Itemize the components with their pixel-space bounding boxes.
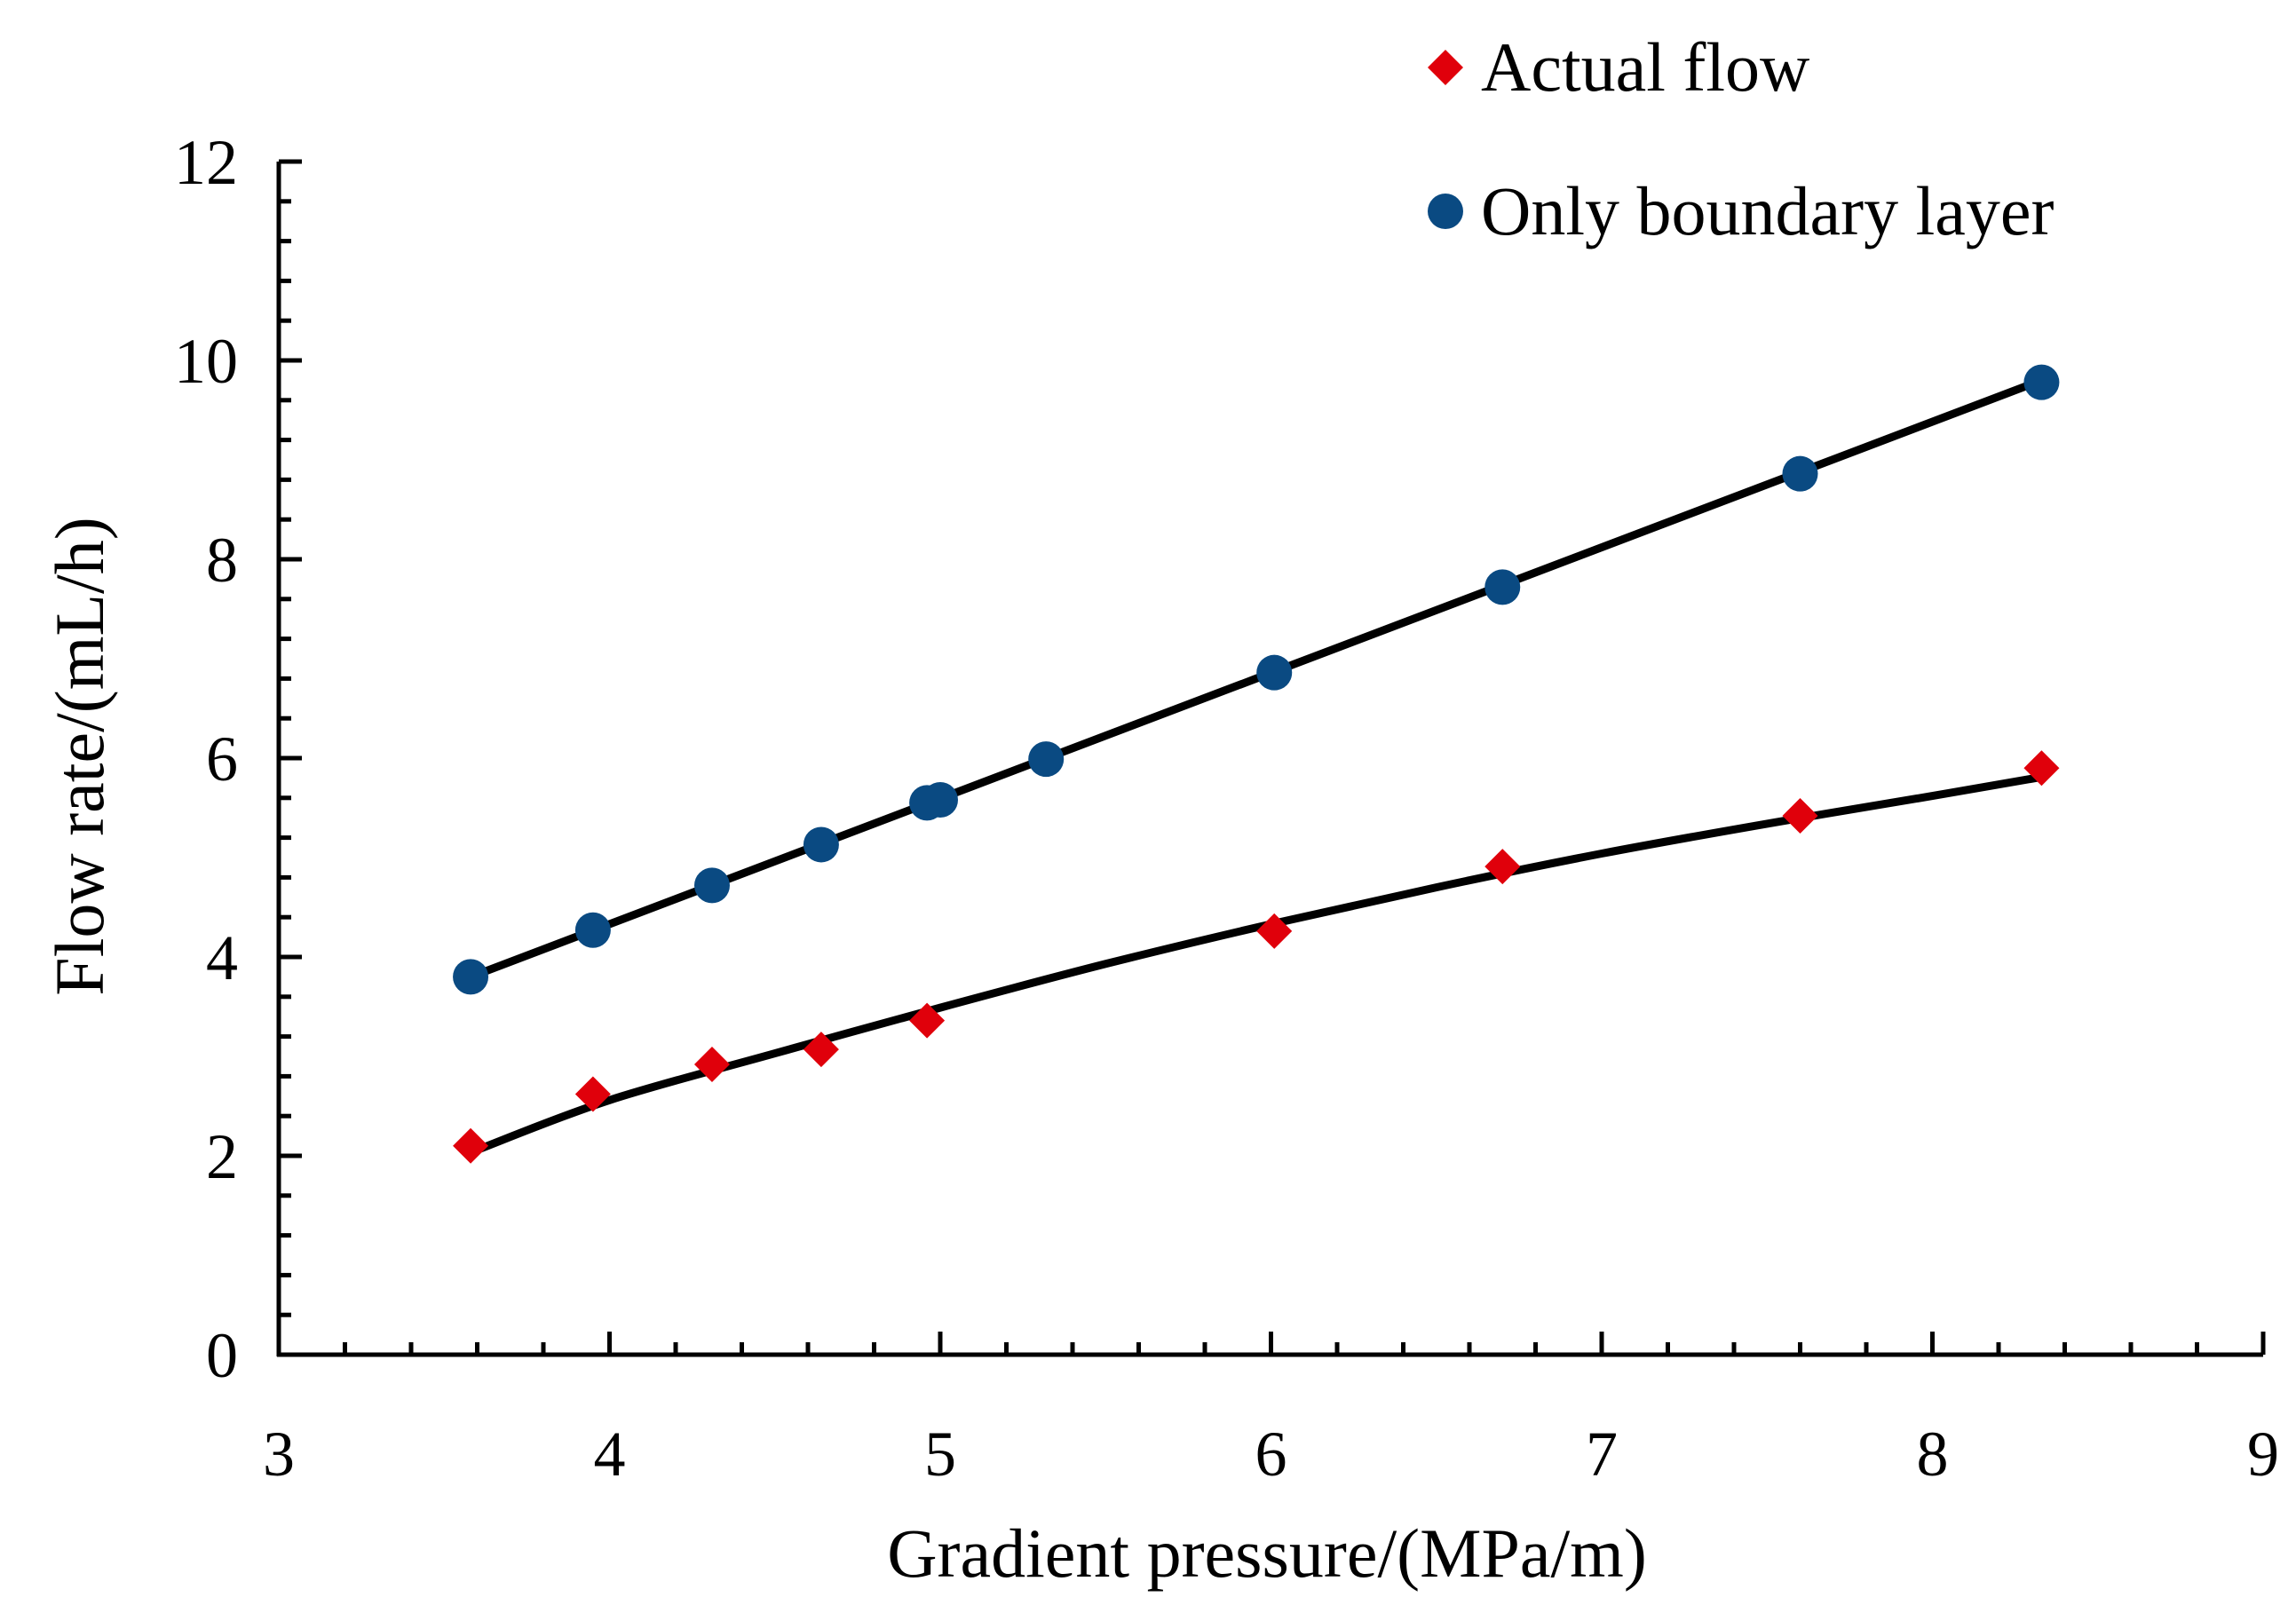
legend-marker-series-2 bbox=[1428, 194, 1463, 229]
trend-lines bbox=[466, 376, 2046, 1154]
axes: 0 2 4 6 8 10 12 3 4 5 6 7 8 9 bbox=[174, 127, 2279, 1490]
data-point-series-1 bbox=[1484, 849, 1521, 885]
y-tick-label: 0 bbox=[206, 1320, 238, 1391]
legend-label-series-1: Actual flow bbox=[1481, 28, 1809, 106]
y-tick-label: 8 bbox=[206, 525, 238, 596]
y-tick-label: 12 bbox=[174, 127, 238, 198]
y-axis-title: Flow rate/(mL/h) bbox=[41, 517, 118, 995]
legend: Actual flow Only boundary layer bbox=[1428, 28, 2055, 249]
x-tick-label: 7 bbox=[1586, 1419, 1618, 1490]
trend-line-series-1 bbox=[473, 772, 2046, 1154]
data-point-series-1 bbox=[803, 1032, 839, 1068]
y-tick-label: 6 bbox=[206, 723, 238, 795]
trend-line-series-2 bbox=[466, 376, 2046, 981]
y-tick-label: 2 bbox=[206, 1121, 238, 1192]
data-point-series-2 bbox=[922, 782, 958, 818]
legend-marker-series-1 bbox=[1428, 50, 1463, 85]
data-point-series-1 bbox=[909, 1002, 946, 1039]
x-tick-label: 6 bbox=[1255, 1419, 1287, 1490]
data-point-series-2 bbox=[453, 959, 489, 995]
y-tick-label: 4 bbox=[206, 922, 238, 993]
data-point-series-1 bbox=[574, 1076, 611, 1112]
data-point-series-2 bbox=[803, 826, 839, 863]
data-point-series-2 bbox=[1484, 569, 1521, 605]
x-tick-label: 4 bbox=[594, 1419, 626, 1490]
data-point-series-1 bbox=[2023, 750, 2060, 787]
data-point-series-2 bbox=[2023, 364, 2060, 400]
data-point-series-2 bbox=[693, 867, 730, 904]
data-point-series-2 bbox=[574, 912, 611, 948]
data-point-series-1 bbox=[1256, 913, 1293, 949]
data-point-series-1 bbox=[453, 1127, 489, 1164]
data-markers bbox=[453, 364, 2060, 1164]
x-tick-label: 3 bbox=[263, 1419, 295, 1490]
x-axis-title: Gradient pressure/(MPa/m) bbox=[887, 1514, 1647, 1592]
x-tick-label: 9 bbox=[2247, 1419, 2279, 1490]
x-tick-label: 5 bbox=[924, 1419, 956, 1490]
data-point-series-2 bbox=[1028, 741, 1065, 778]
data-point-series-1 bbox=[693, 1046, 730, 1082]
data-point-series-2 bbox=[1256, 654, 1293, 691]
y-tick-label: 10 bbox=[174, 326, 238, 397]
data-point-series-2 bbox=[1782, 455, 1818, 492]
x-tick-label: 8 bbox=[1917, 1419, 1949, 1490]
data-point-series-1 bbox=[1782, 797, 1818, 834]
legend-label-series-2: Only boundary layer bbox=[1481, 172, 2055, 249]
